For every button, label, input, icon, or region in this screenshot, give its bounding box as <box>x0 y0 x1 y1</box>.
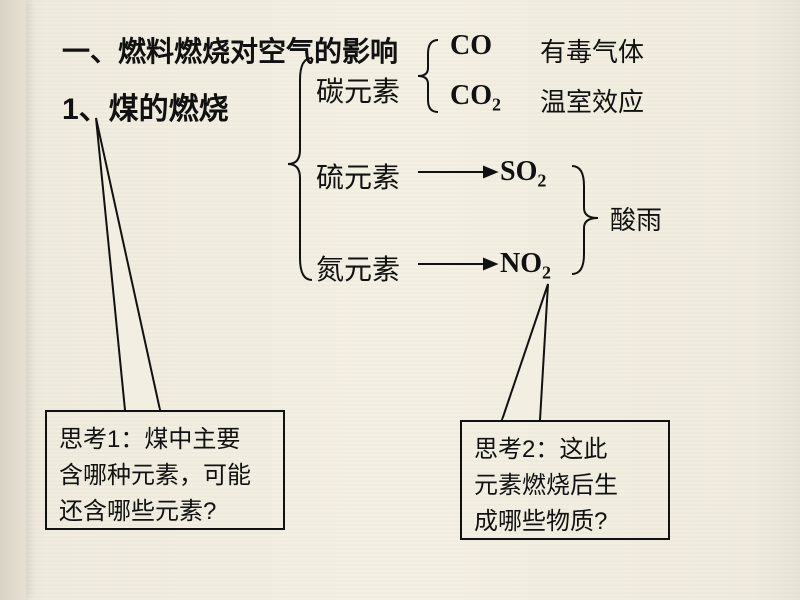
nitrogen-label: 氮元素 <box>316 248 400 288</box>
thought-1-line-1: 思考1：煤中主要 <box>59 422 271 458</box>
slide-content: 一、燃料燃烧对空气的影响 1、煤的燃烧 碳元素 硫元素 氮元素 CO 有毒气体 … <box>0 0 800 600</box>
thought-2-line-2: 元素燃烧后生 <box>474 468 656 504</box>
section-title: 一、燃料燃烧对空气的影响 <box>62 30 398 70</box>
co-desc: 有毒气体 <box>540 32 644 69</box>
co-formula: CO <box>450 30 492 62</box>
carbon-label: 碳元素 <box>316 70 400 110</box>
thought-2-line-1: 思考2：这此 <box>474 432 656 468</box>
thought2-pointer <box>502 284 548 420</box>
thought1-pointer <box>96 118 160 410</box>
item-1: 1、煤的燃烧 <box>62 84 229 128</box>
item-1-number: 1 <box>62 93 79 126</box>
thought-1-box: 思考1：煤中主要 含哪种元素，可能 还含哪些元素? <box>45 410 285 530</box>
acid-rain-label: 酸雨 <box>610 200 662 237</box>
brace-carbon <box>418 40 438 112</box>
no2-formula: NO2 <box>500 248 551 284</box>
sulfur-label: 硫元素 <box>316 156 400 196</box>
arrow-sulfur <box>418 167 496 177</box>
brace-main <box>288 58 312 280</box>
co2-formula: CO2 <box>450 80 501 116</box>
thought-1-line-2: 含哪种元素，可能 <box>59 458 271 494</box>
arrow-nitrogen <box>418 259 496 269</box>
thought-2-box: 思考2：这此 元素燃烧后生 成哪些物质? <box>460 420 670 540</box>
co2-desc: 温室效应 <box>540 82 644 119</box>
item-1-label: 、煤的燃烧 <box>79 93 229 126</box>
thought-2-line-3: 成哪些物质? <box>474 504 656 540</box>
brace-acid-rain <box>572 166 598 274</box>
so2-formula: SO2 <box>500 156 546 192</box>
thought-1-line-3: 还含哪些元素? <box>59 494 271 530</box>
